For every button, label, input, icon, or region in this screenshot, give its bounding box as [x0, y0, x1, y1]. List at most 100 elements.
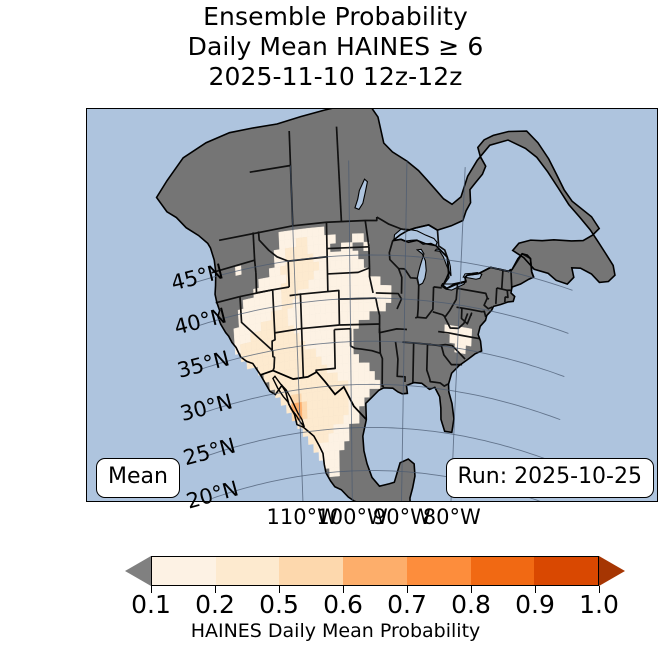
- probability-cell: [301, 236, 308, 247]
- boundary-line: [374, 297, 381, 325]
- coastline: [155, 109, 616, 501]
- boundary-line: [428, 378, 449, 387]
- probability-cell: [330, 260, 337, 270]
- probability-cell: [320, 304, 327, 314]
- probability-cell: [234, 335, 241, 347]
- probability-cell: [333, 449, 340, 460]
- probability-cell: [312, 400, 318, 410]
- probability-cell: [352, 233, 359, 243]
- colorbar-bands: [151, 556, 599, 586]
- probability-cell: [338, 397, 344, 408]
- probability-cell: [353, 397, 360, 407]
- probability-cell: [379, 302, 386, 312]
- boundary-line: [495, 287, 498, 305]
- probability-cell: [257, 356, 264, 368]
- probability-cell: [335, 259, 342, 270]
- boundary-line: [339, 323, 380, 326]
- probability-cell: [266, 320, 273, 331]
- probability-cell: [303, 305, 310, 316]
- probability-cell: [301, 392, 308, 403]
- probability-cell: [284, 360, 291, 371]
- probability-cell: [240, 343, 247, 354]
- probability-cell: [262, 355, 269, 366]
- boundary-line: [414, 278, 420, 319]
- colorbar-band: [470, 557, 535, 585]
- probability-cell: [332, 398, 339, 408]
- probability-cell: [337, 346, 344, 356]
- graticule: [193, 160, 573, 501]
- colorbar-band: [215, 557, 280, 585]
- boundary-line: [326, 245, 369, 250]
- colorbar-tick-label: 1.0: [579, 590, 619, 619]
- probability-cell: [274, 275, 282, 286]
- probability-cell: [284, 377, 291, 388]
- probability-cell: [310, 356, 317, 367]
- page-title: Ensemble Probability Daily Mean HAINES ≥…: [0, 2, 671, 92]
- probability-cell: [343, 406, 350, 416]
- probability-cell: [342, 371, 349, 382]
- probability-cell: [297, 280, 304, 291]
- probability-cell: [311, 391, 318, 402]
- probability-cell: [306, 227, 314, 238]
- probability-cell: [277, 335, 284, 346]
- probability-cell: [334, 458, 340, 468]
- probability-cell: [283, 334, 290, 345]
- probability-cell: [358, 397, 365, 407]
- probability-cell: [238, 325, 246, 337]
- boundary-line: [368, 246, 371, 268]
- colorbar: [125, 556, 625, 586]
- probability-cell: [309, 313, 316, 324]
- probability-cell: [363, 310, 370, 320]
- probability-cell: [328, 450, 335, 460]
- probability-cell: [337, 363, 344, 373]
- probability-cell: [363, 302, 370, 312]
- probability-cell: [341, 276, 348, 287]
- probability-cell: [317, 408, 324, 418]
- probability-cell: [276, 318, 284, 329]
- probability-cell: [369, 302, 375, 312]
- probability-cell: [321, 347, 328, 357]
- probability-cell: [242, 298, 250, 310]
- gulf-california-coast: [272, 375, 306, 428]
- probability-cell: [276, 309, 283, 320]
- boundary-line: [375, 292, 403, 310]
- boundary-line: [496, 287, 511, 292]
- probability-cell: [374, 276, 381, 286]
- probability-cell: [316, 356, 322, 367]
- probability-cell: [343, 432, 350, 442]
- probability-cell: [317, 399, 324, 410]
- colorbar-tick-label: 0.5: [259, 590, 299, 619]
- probability-cell: [278, 352, 285, 363]
- probability-cell: [287, 316, 294, 327]
- probability-cell: [304, 314, 311, 325]
- boundary-line: [483, 297, 493, 310]
- boundary-line: [504, 290, 509, 299]
- probability-cell: [328, 441, 335, 452]
- run-annotation-box: Run: 2025-10-25: [445, 458, 654, 498]
- probability-cell: [281, 308, 289, 319]
- probability-cell: [307, 417, 314, 428]
- probability-cell: [296, 263, 304, 274]
- probability-cell: [279, 248, 286, 259]
- probability-cell: [338, 432, 345, 442]
- probability-cell: [460, 335, 467, 346]
- probability-cell: [314, 304, 321, 315]
- colorbar-band: [406, 557, 471, 585]
- probability-cell: [323, 442, 330, 452]
- probability-cell: [327, 372, 333, 383]
- probability-cell: [322, 399, 329, 409]
- probability-cell: [330, 303, 337, 313]
- graticule-parallel: [200, 340, 565, 377]
- probability-cell: [284, 247, 292, 258]
- probability-cell: [263, 277, 271, 288]
- probability-cell: [337, 354, 344, 365]
- probability-cell: [329, 234, 336, 244]
- probability-cell: [343, 414, 350, 425]
- boundary-line: [300, 289, 341, 326]
- probability-cell: [333, 415, 339, 425]
- probability-cell: [308, 270, 315, 281]
- probability-cell: [287, 307, 294, 318]
- probability-cell: [264, 294, 272, 305]
- graticule-meridian: [290, 165, 304, 501]
- probability-cell: [326, 329, 333, 340]
